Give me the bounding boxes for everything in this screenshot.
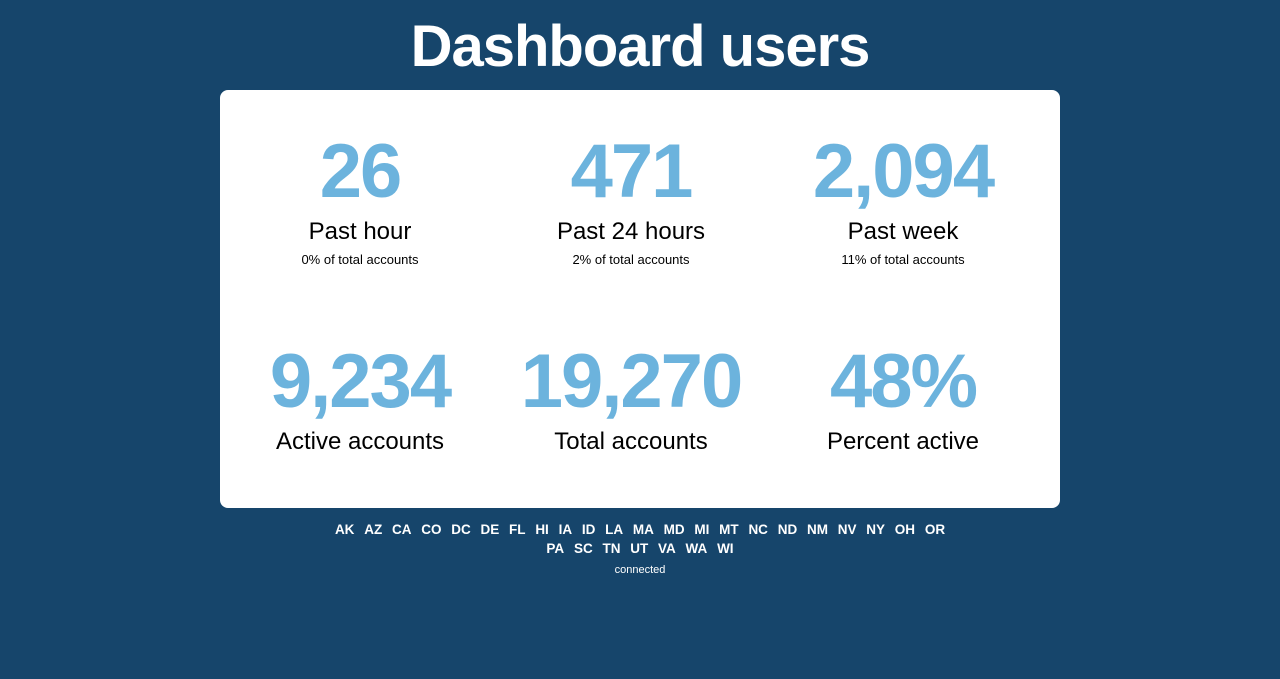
state-filter-list: AK AZ CA CO DC DE FL HI IA ID LA MA MD M… bbox=[320, 520, 960, 558]
stat-value: 9,234 bbox=[269, 339, 452, 424]
stats-card: 26 Past hour 0% of total accounts 471 Pa… bbox=[220, 90, 1060, 508]
stat-past-24-hours: 471 Past 24 hours 2% of total accounts bbox=[491, 132, 771, 268]
stat-subtext: 11% of total accounts bbox=[841, 252, 965, 267]
stat-percent-active: 48% Percent active bbox=[763, 342, 1043, 456]
state-link-id[interactable]: ID bbox=[581, 522, 596, 537]
stat-label: Active accounts bbox=[275, 428, 445, 455]
stat-label: Past week bbox=[847, 218, 959, 245]
state-link-ak[interactable]: AK bbox=[334, 522, 355, 537]
stat-label: Past 24 hours bbox=[556, 218, 706, 245]
state-link-nd[interactable]: ND bbox=[777, 522, 798, 537]
state-link-mt[interactable]: MT bbox=[719, 522, 739, 537]
stat-value: 2,094 bbox=[812, 129, 995, 214]
stat-label: Total accounts bbox=[554, 428, 708, 455]
state-link-md[interactable]: MD bbox=[663, 522, 685, 537]
state-link-pa[interactable]: PA bbox=[546, 541, 565, 556]
stat-label: Past hour bbox=[308, 218, 412, 245]
stat-subtext: 2% of total accounts bbox=[572, 252, 690, 267]
connection-status: connected bbox=[614, 564, 666, 576]
state-link-va[interactable]: VA bbox=[658, 541, 676, 556]
stat-past-hour: 26 Past hour 0% of total accounts bbox=[220, 132, 500, 268]
stat-value: 48% bbox=[829, 339, 978, 424]
stat-total-accounts: 19,270 Total accounts bbox=[491, 342, 771, 456]
stat-active-accounts: 9,234 Active accounts bbox=[220, 342, 500, 456]
stat-value: 26 bbox=[319, 129, 403, 214]
page-title: Dashboard users bbox=[410, 14, 871, 79]
state-link-ut[interactable]: UT bbox=[630, 541, 649, 556]
state-link-nv[interactable]: NV bbox=[837, 522, 857, 537]
state-link-tn[interactable]: TN bbox=[602, 541, 621, 556]
state-link-co[interactable]: CO bbox=[421, 522, 442, 537]
stat-value: 19,270 bbox=[520, 339, 743, 424]
state-link-hi[interactable]: HI bbox=[535, 522, 549, 537]
stat-value: 471 bbox=[570, 129, 694, 214]
state-link-oh[interactable]: OH bbox=[894, 522, 916, 537]
state-link-mi[interactable]: MI bbox=[694, 522, 710, 537]
stat-subtext: 0% of total accounts bbox=[301, 252, 419, 267]
state-link-ma[interactable]: MA bbox=[632, 522, 654, 537]
state-link-nm[interactable]: NM bbox=[806, 522, 828, 537]
state-link-or[interactable]: OR bbox=[924, 522, 946, 537]
state-link-ia[interactable]: IA bbox=[558, 522, 573, 537]
state-link-wi[interactable]: WI bbox=[717, 541, 734, 556]
stat-past-week: 2,094 Past week 11% of total accounts bbox=[763, 132, 1043, 268]
state-link-de[interactable]: DE bbox=[480, 522, 500, 537]
state-link-nc[interactable]: NC bbox=[748, 522, 768, 537]
state-link-dc[interactable]: DC bbox=[451, 522, 471, 537]
state-link-la[interactable]: LA bbox=[605, 522, 624, 537]
state-link-sc[interactable]: SC bbox=[573, 541, 593, 556]
state-link-ca[interactable]: CA bbox=[391, 522, 412, 537]
state-link-ny[interactable]: NY bbox=[866, 522, 886, 537]
stat-label: Percent active bbox=[826, 428, 980, 455]
state-link-wa[interactable]: WA bbox=[685, 541, 708, 556]
state-link-az[interactable]: AZ bbox=[364, 522, 383, 537]
state-link-fl[interactable]: FL bbox=[509, 522, 526, 537]
